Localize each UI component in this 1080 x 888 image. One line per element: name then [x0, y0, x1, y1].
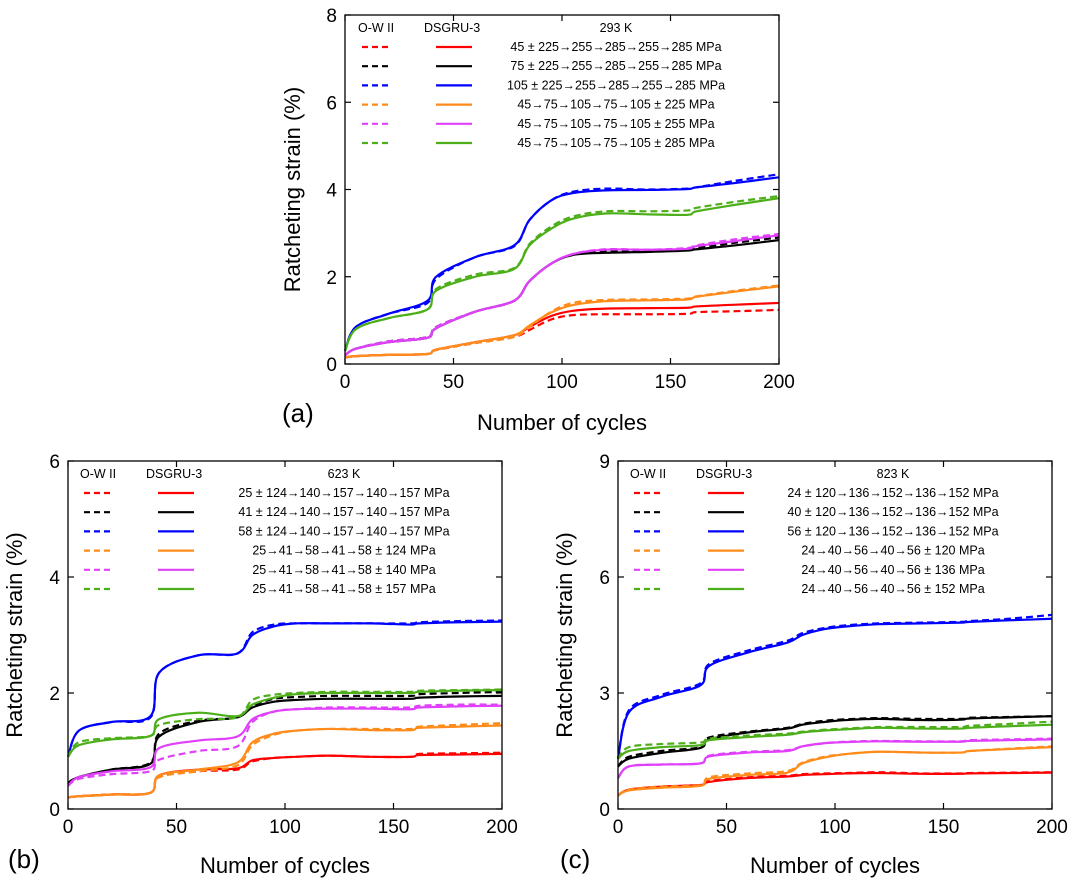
- y-axis-label: Ratcheting strain (%): [552, 532, 577, 737]
- temperature-label: 823 K: [877, 467, 910, 481]
- x-tick-label: 50: [716, 817, 737, 838]
- temperature-label: 293 K: [600, 21, 633, 35]
- legend-header-ow: O-W II: [80, 467, 116, 481]
- x-tick-label: 200: [763, 372, 795, 393]
- x-tick-label: 200: [486, 817, 518, 838]
- series-line-ow-2: [66, 619, 503, 758]
- series-line-ow-2: [343, 173, 780, 352]
- x-axis-label: Number of cycles: [477, 410, 647, 435]
- x-axis-label: Number of cycles: [200, 853, 370, 878]
- x-tick-label: 100: [819, 817, 851, 838]
- panel-label: (a): [282, 398, 314, 428]
- y-tick-label: 3: [599, 684, 610, 705]
- legend-entry-label: 24 ± 120→136→152→136→152 MPa: [787, 486, 998, 500]
- y-tick-label: 0: [599, 800, 610, 821]
- series-line-dsgru-0: [617, 771, 1053, 797]
- x-tick-label: 0: [613, 817, 624, 838]
- x-tick-label: 100: [269, 817, 301, 838]
- series-line-dsgru-5: [343, 197, 780, 352]
- legend-entry-label: 24→40→56→40→56 ± 136 MPa: [801, 563, 984, 577]
- legend-entry-label: 45→75→105→75→105 ± 285 MPa: [517, 136, 714, 150]
- series-line-ow-3: [617, 745, 1053, 797]
- legend-header-dsgru: DSGRU-3: [424, 21, 480, 35]
- series-line-ow-5: [343, 194, 780, 352]
- series-line-ow-3: [67, 722, 503, 799]
- legend-entry-label: 45→75→105→75→105 ± 225 MPa: [517, 98, 714, 112]
- series-line-ow-2: [616, 613, 1053, 759]
- y-tick-label: 0: [49, 800, 60, 821]
- legend-entry-label: 25→41→58→41→58 ± 124 MPa: [252, 544, 435, 558]
- legend-header-dsgru: DSGRU-3: [696, 467, 752, 481]
- legend-entry-label: 58 ± 124→140→157→140→157 MPa: [238, 524, 449, 538]
- legend-entry-label: 24→40→56→40→56 ± 152 MPa: [801, 582, 984, 596]
- x-tick-label: 50: [443, 372, 464, 393]
- y-tick-label: 2: [326, 268, 337, 289]
- x-tick-label: 150: [378, 817, 410, 838]
- series-line-dsgru-2: [616, 617, 1053, 759]
- series-line-ow-3: [344, 284, 780, 359]
- series-line-ow-1: [67, 690, 503, 784]
- legend-entry-label: 25→41→58→41→58 ± 140 MPa: [252, 563, 435, 577]
- legend-entry-label: 75 ± 225→255→285→255→285 MPa: [510, 59, 721, 73]
- legend-entry-label: 25→41→58→41→58 ± 157 MPa: [252, 582, 435, 596]
- legend-entry-label: 41 ± 124→140→157→140→157 MPa: [238, 505, 449, 519]
- chart-panel-0: 0 50 100 150 200 0 2 4 6 8 Number of cycles Ratchet…: [280, 6, 795, 435]
- x-tick-label: 150: [655, 372, 687, 393]
- x-tick-label: 50: [166, 817, 187, 838]
- series-line-dsgru-0: [67, 752, 503, 799]
- series-line-ow-4: [344, 232, 780, 357]
- series-line-ow-0: [344, 308, 780, 359]
- y-tick-label: 2: [49, 684, 60, 705]
- series-line-dsgru-2: [66, 620, 503, 758]
- legend-entry-label: 105 ± 225→255→285→255→285 MPa: [507, 78, 725, 92]
- legend-header-ow: O-W II: [358, 21, 394, 35]
- legend-header-ow: O-W II: [630, 467, 666, 481]
- y-tick-label: 6: [49, 452, 60, 473]
- legend-header-dsgru: DSGRU-3: [146, 467, 202, 481]
- panel-label: (b): [8, 844, 40, 874]
- legend-entry-label: 45→75→105→75→105 ± 255 MPa: [517, 117, 714, 131]
- x-tick-label: 150: [928, 817, 960, 838]
- series-line-ow-0: [617, 771, 1053, 797]
- series-line-ow-0: [67, 751, 503, 799]
- series-line-ow-5: [67, 688, 503, 758]
- x-tick-label: 100: [546, 372, 578, 393]
- x-tick-label: 0: [340, 372, 351, 393]
- series-line-dsgru-2: [343, 176, 780, 352]
- y-tick-label: 4: [49, 568, 60, 589]
- legend-entry-label: 40 ± 120→136→152→136→152 MPa: [787, 505, 998, 519]
- y-tick-label: 6: [599, 568, 610, 589]
- temperature-label: 623 K: [328, 467, 361, 481]
- series-line-dsgru-3: [67, 724, 503, 799]
- legend-entry-label: 24→40→56→40→56 ± 120 MPa: [801, 544, 984, 558]
- y-tick-label: 4: [326, 181, 337, 202]
- y-tick-label: 6: [326, 93, 337, 114]
- y-axis-label: Ratcheting strain (%): [280, 87, 305, 292]
- y-tick-label: 0: [326, 355, 337, 376]
- series-line-ow-1: [344, 236, 780, 357]
- series-line-ow-4: [617, 737, 1053, 779]
- series-line-dsgru-3: [344, 285, 780, 359]
- series-line-ow-5: [617, 720, 1053, 760]
- chart-panel-1: 0 50 100 150 200 0 2 4 6 Number of cycles Ratcheti…: [2, 452, 518, 878]
- x-tick-label: 200: [1036, 817, 1068, 838]
- x-tick-label: 0: [63, 817, 74, 838]
- y-tick-label: 8: [326, 6, 337, 27]
- y-axis-label: Ratcheting strain (%): [2, 532, 27, 737]
- series-line-ow-1: [617, 715, 1053, 768]
- legend-entry-label: 56 ± 120→136→152→136→152 MPa: [787, 524, 998, 538]
- series-line-ow-4: [67, 703, 503, 787]
- x-axis-label: Number of cycles: [750, 853, 920, 878]
- y-tick-label: 9: [599, 452, 610, 473]
- legend-entry-label: 45 ± 225→255→285→255→285 MPa: [510, 40, 721, 54]
- panel-label: (c): [560, 844, 590, 874]
- chart-panel-2: 0 50 100 150 200 0 3 6 9 Number of cycles Ratcheti…: [552, 452, 1068, 878]
- legend-entry-label: 25 ± 124→140→157→140→157 MPa: [238, 486, 449, 500]
